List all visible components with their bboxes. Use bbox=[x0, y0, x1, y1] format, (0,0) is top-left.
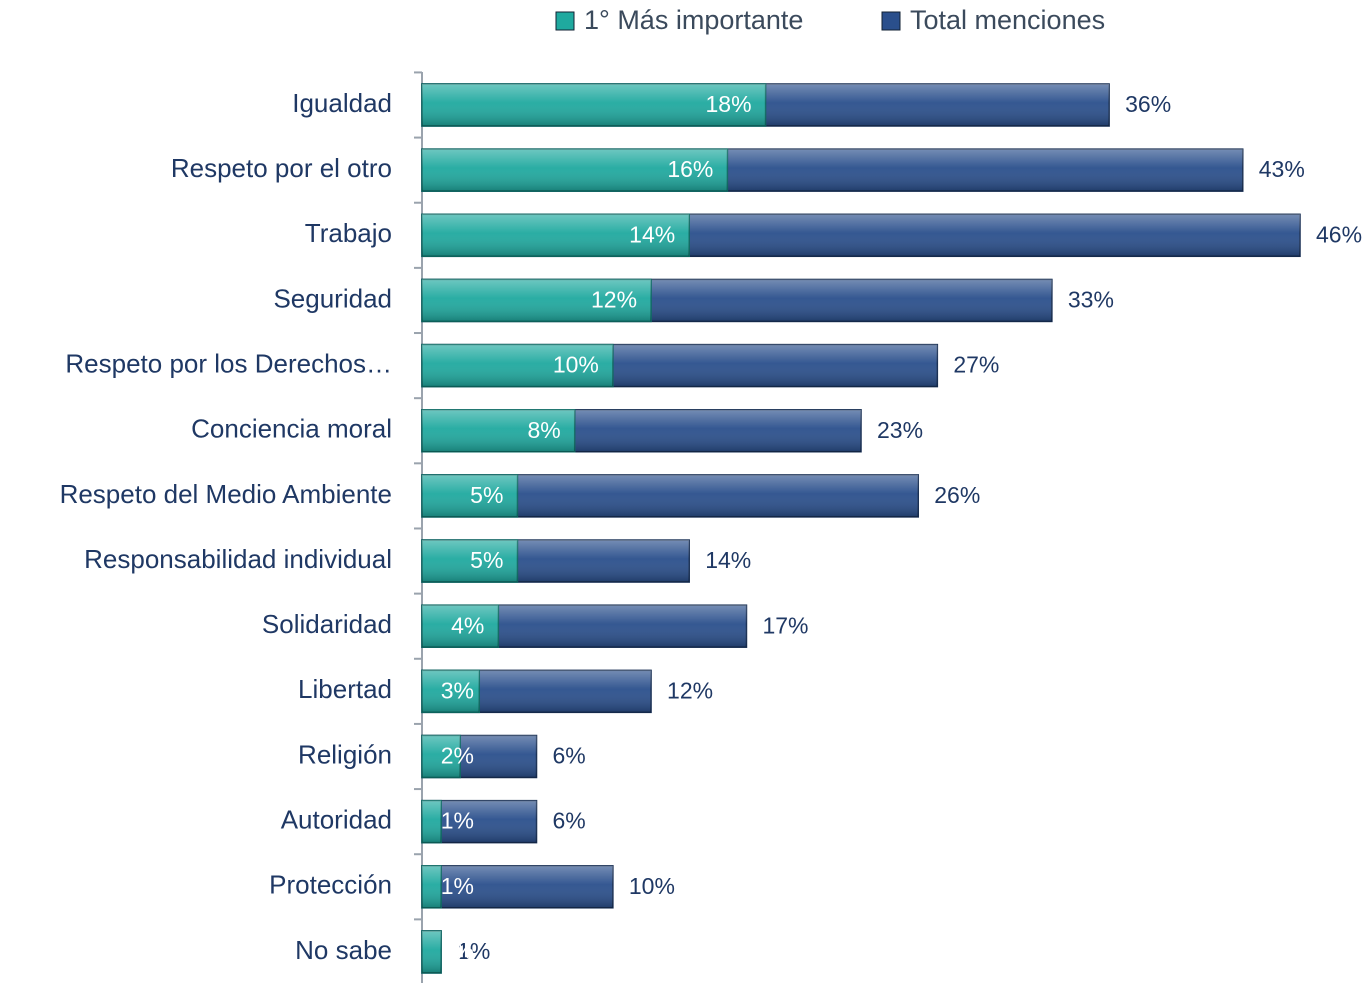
category-label: Respeto por el otro bbox=[171, 153, 392, 183]
value-label: 1% bbox=[457, 938, 490, 964]
value-label: 2% bbox=[441, 743, 474, 769]
category-label: Igualdad bbox=[292, 88, 392, 118]
category-label: Autoridad bbox=[281, 805, 392, 835]
value-label: 5% bbox=[470, 482, 503, 508]
category-label: No sabe bbox=[295, 935, 392, 965]
value-label: 46% bbox=[1316, 221, 1362, 247]
value-label: 16% bbox=[667, 156, 713, 182]
bar-shine bbox=[422, 279, 652, 322]
value-label: 10% bbox=[553, 352, 599, 378]
value-label: 1% bbox=[441, 808, 474, 834]
bar-shine bbox=[422, 409, 575, 452]
legend-label: 1° Más importante bbox=[584, 5, 803, 35]
bar-shine bbox=[422, 800, 442, 843]
value-label: 14% bbox=[629, 221, 675, 247]
category-label: Responsabilidad individual bbox=[84, 544, 392, 574]
category-label: Seguridad bbox=[273, 283, 392, 313]
category-label: Trabajo bbox=[305, 218, 392, 248]
bar-shine bbox=[422, 84, 766, 126]
value-label: 6% bbox=[553, 808, 586, 834]
bar-shine bbox=[422, 540, 518, 583]
category-label: Libertad bbox=[298, 674, 392, 704]
value-label: 5% bbox=[470, 547, 503, 573]
bar-shine bbox=[422, 605, 499, 648]
legend-swatch bbox=[555, 11, 575, 31]
value-label: 12% bbox=[591, 287, 637, 313]
bar-shine bbox=[422, 865, 442, 908]
value-label: 10% bbox=[629, 873, 675, 899]
value-label: 17% bbox=[762, 612, 808, 638]
bar-shine bbox=[422, 214, 690, 257]
value-label: 43% bbox=[1259, 156, 1305, 182]
category-label: Solidaridad bbox=[262, 609, 392, 639]
bar-shine bbox=[422, 149, 728, 192]
bar-shine bbox=[422, 735, 461, 778]
value-label: 8% bbox=[527, 417, 560, 443]
category-label: Respeto del Medio Ambiente bbox=[60, 479, 392, 509]
bar-shine bbox=[422, 865, 613, 908]
value-label: 33% bbox=[1068, 287, 1114, 313]
value-label: 12% bbox=[667, 677, 713, 703]
bar-shine bbox=[422, 930, 442, 973]
value-label: 36% bbox=[1125, 91, 1171, 117]
value-label: 23% bbox=[877, 417, 923, 443]
value-label: 14% bbox=[705, 547, 751, 573]
bar-shine bbox=[422, 474, 518, 517]
value-label: 4% bbox=[451, 612, 484, 638]
legend-label: Total menciones bbox=[910, 5, 1105, 35]
bar-shine bbox=[422, 670, 480, 713]
value-label: 6% bbox=[553, 743, 586, 769]
value-label: 1% bbox=[441, 873, 474, 899]
category-label: Protección bbox=[269, 870, 392, 900]
value-label: 3% bbox=[441, 677, 474, 703]
value-label: 26% bbox=[934, 482, 980, 508]
category-label: Respeto por los Derechos… bbox=[65, 348, 392, 378]
category-label: Conciencia moral bbox=[191, 414, 392, 444]
value-label: 27% bbox=[953, 352, 999, 378]
value-label: 18% bbox=[706, 91, 752, 117]
value-label: 1% bbox=[441, 938, 474, 964]
legend-swatch bbox=[881, 11, 901, 31]
bar-shine bbox=[422, 344, 613, 387]
category-label: Religión bbox=[298, 739, 392, 769]
